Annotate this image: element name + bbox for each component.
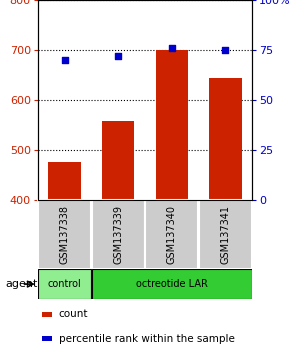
Bar — [42, 312, 52, 317]
Point — [62, 57, 67, 63]
Bar — [145, 200, 198, 269]
Bar — [92, 200, 145, 269]
Bar — [209, 78, 242, 200]
Bar — [38, 269, 91, 299]
Point — [223, 47, 228, 53]
Bar — [92, 269, 252, 299]
Text: GSM137341: GSM137341 — [220, 205, 231, 264]
Text: percentile rank within the sample: percentile rank within the sample — [59, 333, 235, 344]
Point — [169, 45, 174, 51]
Point — [116, 53, 121, 59]
Text: octreotide LAR: octreotide LAR — [136, 279, 208, 289]
Bar — [102, 121, 134, 200]
Text: GSM137340: GSM137340 — [167, 205, 177, 264]
Text: count: count — [59, 309, 88, 320]
Bar — [38, 200, 91, 269]
Text: GSM137338: GSM137338 — [59, 205, 70, 264]
Text: control: control — [48, 279, 81, 289]
Bar — [156, 50, 188, 200]
Text: agent: agent — [5, 279, 38, 289]
Bar — [42, 336, 52, 341]
Text: GSM137339: GSM137339 — [113, 205, 123, 264]
Bar — [199, 200, 252, 269]
Bar — [48, 161, 81, 200]
